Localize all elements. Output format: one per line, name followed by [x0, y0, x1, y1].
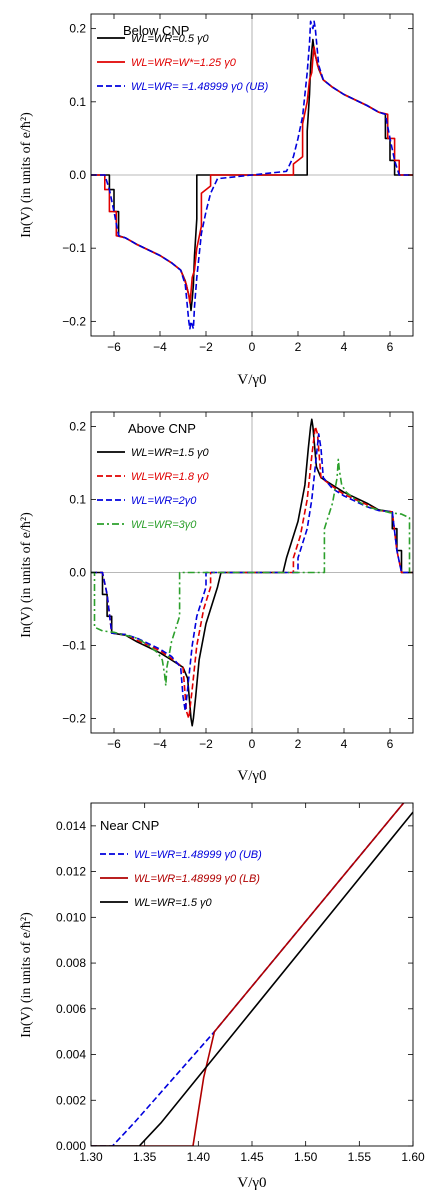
x-tick-label: 6	[387, 737, 394, 751]
legend-label-2: WL=WR=W*=1.25 γ0	[131, 57, 237, 69]
legend-label-1: WL=WR=0.5 γ0	[131, 33, 210, 45]
y-tick-label: 0.1	[69, 493, 86, 507]
y-tick-label: 0.002	[56, 1093, 86, 1107]
x-tick-label: −6	[107, 737, 121, 751]
legend-label-2: WL=WR=1.8 γ0	[131, 471, 210, 483]
y-axis-label: In(V) (in units of e/ħ²)	[19, 112, 34, 238]
series-line-1	[91, 803, 405, 1146]
x-tick-label: 2	[295, 737, 302, 751]
y-axis-label: In(V) (in units of e/ħ²)	[19, 512, 34, 638]
legend-label-2: WL=WR=1.48999 γ0 (LB)	[134, 873, 260, 885]
y-tick-label: 0.000	[56, 1139, 86, 1153]
legend-label-1: WL=WR=1.48999 γ0 (UB)	[134, 849, 262, 861]
x-tick-label: 1.35	[133, 1150, 157, 1164]
series-group	[91, 20, 413, 330]
y-axis-label: In(V) (in units of e/ħ²)	[19, 912, 34, 1038]
x-tick-label: 0	[249, 737, 256, 751]
x-tick-label: 1.45	[240, 1150, 264, 1164]
series-line-3	[91, 811, 413, 1146]
x-tick-label: 6	[387, 340, 394, 354]
x-tick-label: 2	[295, 340, 302, 354]
legend-label-3: WL=WR=1.5 γ0	[134, 897, 213, 909]
y-tick-label: 0.008	[56, 956, 86, 970]
chart-title: Near CNP	[100, 818, 159, 833]
x-tick-label: 1.50	[294, 1150, 318, 1164]
x-tick-label: −6	[107, 340, 121, 354]
chart-title: Below CNP	[123, 23, 189, 38]
y-tick-label: −0.2	[62, 314, 86, 328]
chart-title: Above CNP	[128, 421, 196, 436]
y-tick-label: −0.1	[62, 638, 86, 652]
legend-label-3: WL=WR= =1.48999 γ0 (UB)	[131, 81, 269, 93]
y-tick-label: 0.2	[69, 420, 86, 434]
x-tick-label: 4	[341, 340, 348, 354]
x-tick-label: 1.55	[348, 1150, 372, 1164]
y-tick-label: 0.1	[69, 95, 86, 109]
x-axis-label: V/γ0	[237, 1175, 266, 1191]
x-axis-label: V/γ0	[237, 372, 266, 388]
x-tick-label: 1.30	[79, 1150, 103, 1164]
x-axis-label: V/γ0	[237, 768, 266, 784]
series-line-3	[91, 20, 413, 330]
y-tick-label: 0.006	[56, 1002, 86, 1016]
series-line-2	[91, 803, 405, 1146]
x-tick-label: 0	[249, 340, 256, 354]
x-tick-label: 1.60	[401, 1150, 425, 1164]
y-tick-label: −0.1	[62, 241, 86, 255]
y-tick-label: 0.0	[69, 168, 86, 182]
chart-panel-1: −6 −4 −2 0 2 4 6 −0.2 −0.1 0.0 0.1 0.2 V/γ0 In(V) (in…	[19, 13, 414, 388]
legend-label-1: WL=WR=1.5 γ0	[131, 447, 210, 459]
series-line-4	[91, 458, 413, 687]
y-tick-label: 0.014	[56, 819, 86, 833]
x-tick-label: −4	[153, 340, 167, 354]
y-tick-label: 0.010	[56, 910, 86, 924]
chart-panel-2: −6 −4 −2 0 2 4 6 −0.2 −0.1 0.0 0.1 0.2 V/γ0 In(V) (in…	[19, 411, 414, 784]
legend-label-3: WL=WR=2γ0	[131, 495, 197, 507]
legend-label-4: WL=WR=3γ0	[131, 519, 197, 531]
y-tick-label: −0.2	[62, 711, 86, 725]
y-tick-label: 0.012	[56, 865, 86, 879]
x-tick-label: 1.40	[187, 1150, 211, 1164]
y-tick-label: 0.004	[56, 1048, 86, 1062]
series-group	[91, 803, 413, 1146]
y-tick-label: 0.2	[69, 22, 86, 36]
series-group	[91, 418, 413, 727]
y-tick-label: 0.0	[69, 566, 86, 580]
x-tick-label: 4	[341, 737, 348, 751]
x-tick-label: −4	[153, 737, 167, 751]
x-tick-label: −2	[199, 340, 213, 354]
x-tick-label: −2	[199, 737, 213, 751]
chart-panel-3: 1.30 1.35 1.40 1.45 1.50 1.55 1.60 0.000 0.002 0.…	[19, 802, 425, 1191]
